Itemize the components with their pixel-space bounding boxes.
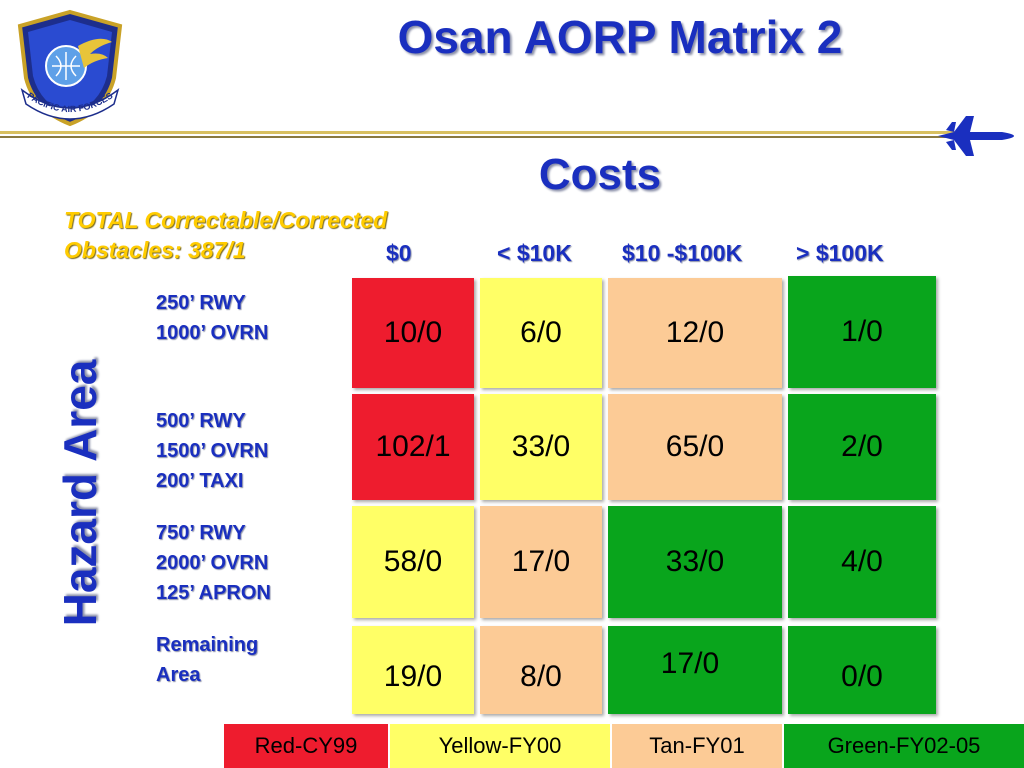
row-label-line: 125’ APRON: [156, 582, 271, 604]
matrix-cell: 8/0: [480, 626, 602, 714]
costs-heading: Costs: [538, 150, 662, 199]
matrix-cell: 33/0: [480, 394, 602, 500]
total-label-line2: Obstacles: 387/1: [64, 237, 246, 263]
legend-item-tan: Tan-FY01: [612, 724, 782, 768]
row-label-2: 750’ RWY 2000’ OVRN 125’ APRON: [156, 518, 271, 608]
header-divider: [0, 131, 960, 138]
column-header-1: < $10K: [497, 240, 572, 266]
matrix-cell: 10/0: [352, 278, 474, 388]
jet-icon: [938, 116, 1014, 156]
matrix-cell: 17/0: [480, 506, 602, 618]
matrix-cell: 65/0: [608, 394, 782, 500]
page-title: Osan AORP Matrix 2: [397, 11, 843, 63]
matrix-cell-value: 0/0: [841, 660, 883, 693]
legend-item-red: Red-CY99: [224, 724, 388, 768]
row-label-3: Remaining Area: [156, 630, 258, 690]
legend-item-green: Green-FY02-05: [784, 724, 1024, 768]
row-label-line: 500’ RWY: [156, 410, 246, 432]
matrix-cell-value: 17/0: [660, 647, 720, 680]
row-label-line: 200’ TAXI: [156, 470, 244, 492]
row-label-0: 250’ RWY 1000’ OVRN: [156, 288, 268, 348]
total-label-line1: TOTAL Correctable/Corrected: [64, 207, 388, 233]
matrix-cell-value: 8/0: [520, 660, 562, 693]
hazard-area-axis-label: Hazard Area: [54, 359, 106, 627]
column-header-3: > $100K: [796, 240, 884, 266]
legend-item-yellow: Yellow-FY00: [390, 724, 610, 768]
matrix-cell: 58/0: [352, 506, 474, 618]
row-label-1: 500’ RWY 1500’ OVRN 200’ TAXI: [156, 406, 268, 496]
matrix-cell-value: 19/0: [383, 660, 443, 693]
column-header-2: $10 -$100K: [622, 240, 743, 266]
matrix-cell: 17/0: [608, 626, 782, 714]
matrix-cell: 4/0: [788, 506, 936, 618]
matrix-cell: 0/0: [788, 626, 936, 714]
matrix-cell: 2/0: [788, 394, 936, 500]
total-label: TOTAL Correctable/Corrected Obstacles: 3…: [64, 205, 387, 265]
matrix-cell: 1/0: [788, 276, 936, 388]
row-label-line: 1500’ OVRN: [156, 440, 269, 462]
matrix-cell: 6/0: [480, 278, 602, 388]
pacific-air-forces-emblem-icon: PACIFIC AIR FORCES: [17, 9, 123, 127]
row-label-line: 750’ RWY: [156, 522, 246, 544]
row-label-line: 250’ RWY: [156, 292, 246, 314]
matrix-cell: 19/0: [352, 626, 474, 714]
row-label-line: Area: [156, 664, 201, 686]
matrix-cell: 12/0: [608, 278, 782, 388]
matrix-cell: 102/1: [352, 394, 474, 500]
row-label-line: 1000’ OVRN: [156, 322, 269, 344]
matrix-cell: 33/0: [608, 506, 782, 618]
row-label-line: Remaining: [156, 634, 259, 656]
column-header-0: $0: [386, 240, 412, 266]
row-label-line: 2000’ OVRN: [156, 552, 269, 574]
